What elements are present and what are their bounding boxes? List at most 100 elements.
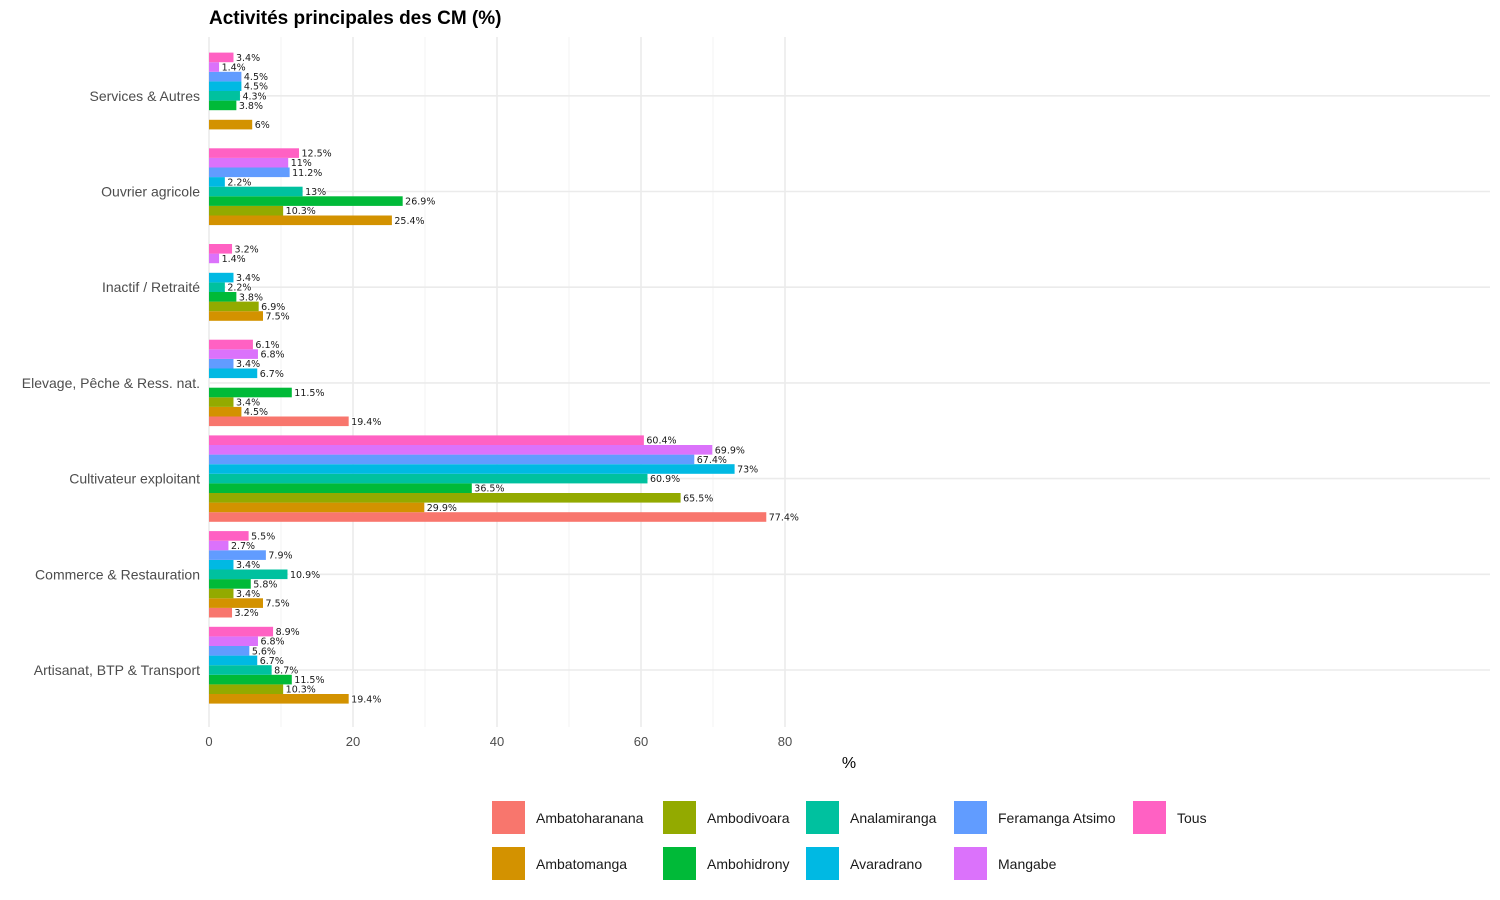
value-label-bg — [681, 493, 713, 503]
value-label-bg — [242, 72, 268, 81]
value-label: 11.5% — [294, 675, 324, 686]
value-label-bg — [225, 282, 252, 292]
chart-title: Activités principales des CM (%) — [209, 8, 501, 29]
value-label: 26.9% — [405, 197, 435, 208]
bar — [209, 646, 250, 656]
value-label: 3.4% — [236, 589, 260, 600]
bar — [209, 416, 349, 427]
value-label: 29.9% — [427, 503, 457, 514]
value-label: 10.9% — [290, 570, 320, 581]
value-label-bg — [648, 474, 680, 483]
value-label: 67.4% — [697, 455, 727, 466]
value-label-bg — [237, 101, 263, 110]
legend-item: Mangabe — [954, 847, 1057, 880]
legend-swatch — [806, 847, 839, 880]
value-label: 6.8% — [260, 350, 284, 361]
value-label: 3.8% — [239, 292, 263, 303]
value-label-bg — [234, 397, 260, 407]
value-label-bg — [392, 216, 424, 225]
bar — [209, 311, 263, 321]
legend-label: Ambatoharanana — [536, 810, 644, 826]
bar — [209, 62, 220, 72]
bar — [209, 588, 234, 599]
x-axis-ticks: 0 20 40 60 80 — [205, 734, 792, 749]
value-label: 11% — [291, 158, 312, 169]
legend-item: Avaradrano — [806, 847, 922, 880]
value-label: 6.7% — [260, 369, 284, 380]
value-label-bg — [220, 254, 246, 263]
bar — [209, 559, 234, 570]
value-label: 6.1% — [255, 340, 279, 351]
legend-swatch — [492, 801, 525, 834]
bar — [209, 540, 229, 551]
value-label-bg — [234, 273, 260, 282]
bar — [209, 91, 240, 101]
value-label-bg — [258, 349, 285, 359]
value-label: 8.9% — [276, 627, 300, 638]
bar — [209, 655, 258, 666]
legend-item: Tous — [1133, 801, 1207, 834]
bar — [209, 607, 233, 618]
bar — [209, 244, 233, 254]
bar — [209, 473, 648, 484]
value-label: 3.4% — [236, 359, 260, 370]
legend: Ambatoharanana Ambodivoara Analamiranga Fer… — [492, 801, 1207, 880]
value-label: 1.4% — [222, 63, 246, 74]
legend-item: Ambatoharanana — [492, 801, 644, 834]
x-tick-label: 20 — [346, 734, 360, 749]
value-label: 11.5% — [294, 388, 324, 399]
category-label: Services & Autres — [90, 88, 201, 104]
x-tick-label: 0 — [205, 734, 212, 749]
value-label: 3.4% — [236, 273, 260, 284]
value-label: 6.8% — [260, 637, 284, 648]
value-label-bg — [300, 148, 331, 158]
value-label-bg — [242, 407, 268, 416]
value-label: 6.9% — [261, 302, 285, 313]
bar — [209, 397, 234, 407]
value-label-bg — [258, 636, 285, 646]
value-label: 65.5% — [683, 493, 713, 504]
bar — [209, 684, 284, 694]
value-label-bg — [767, 512, 799, 522]
value-label-bg — [695, 455, 727, 464]
bar — [209, 445, 713, 455]
value-label: 3.8% — [239, 101, 263, 112]
value-label-bg — [233, 244, 259, 254]
value-label-bg — [403, 196, 435, 206]
legend-item: Ambohidrony — [663, 847, 790, 880]
bar — [209, 636, 258, 646]
value-label: 11.2% — [292, 168, 322, 179]
value-label-bg — [251, 579, 278, 589]
value-label-bg — [292, 388, 324, 397]
value-label: 7.5% — [266, 599, 290, 610]
bar — [209, 186, 303, 197]
value-label-bg — [234, 53, 260, 62]
bar — [209, 531, 249, 541]
value-label: 3.4% — [236, 398, 260, 409]
x-axis-title: % — [842, 755, 856, 772]
x-tick-label: 40 — [490, 734, 504, 749]
value-label: 1.4% — [222, 254, 246, 265]
value-label: 77.4% — [769, 513, 799, 524]
legend-item: Analamiranga — [806, 801, 937, 834]
value-label: 10.3% — [286, 206, 316, 217]
legend-label: Analamiranga — [850, 810, 937, 826]
value-label-bg — [292, 675, 324, 684]
value-label-bg — [289, 158, 309, 167]
legend-label: Ambatomanga — [536, 856, 627, 872]
bar — [209, 71, 242, 82]
bar — [209, 81, 242, 91]
value-label: 60.4% — [646, 436, 676, 447]
bar — [209, 406, 242, 417]
bar — [209, 626, 274, 637]
value-label-bg — [249, 531, 275, 541]
legend-swatch — [954, 847, 987, 880]
legend-label: Ambodivoara — [707, 810, 790, 826]
value-label: 73% — [737, 465, 758, 476]
value-label: 2.2% — [227, 283, 251, 294]
bar — [209, 292, 237, 302]
value-label: 69.9% — [715, 445, 745, 456]
bar — [209, 502, 425, 513]
value-label: 36.5% — [474, 484, 504, 495]
legend-label: Avaradrano — [850, 856, 922, 872]
